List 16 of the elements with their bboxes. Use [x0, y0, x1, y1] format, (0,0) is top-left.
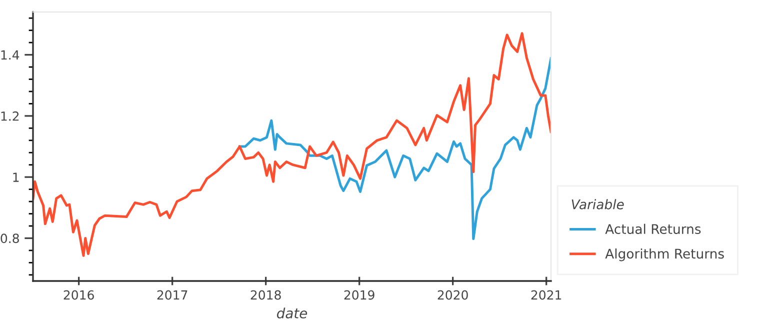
line-series: [33, 32, 551, 257]
line-series: [238, 57, 551, 240]
x-tick-label: 2016: [64, 290, 94, 300]
y-tick-label: 1.4: [1, 50, 20, 60]
legend-label: Algorithm Returns: [605, 248, 724, 262]
x-tick-label: 2018: [250, 290, 281, 300]
y-tick-label: 1: [13, 172, 19, 182]
legend-title: Variable: [572, 199, 624, 210]
x-tick-label: 2021: [531, 290, 562, 300]
legend-label: Actual Returns: [605, 224, 701, 234]
y-tick-label: 0.8: [0, 234, 19, 244]
y-tick-label: 1.2: [1, 111, 19, 121]
x-axis-title: date: [276, 308, 308, 318]
x-tick-label: 2019: [344, 290, 374, 300]
x-tick-label: 2020: [438, 290, 468, 300]
x-tick-label: 2017: [157, 290, 188, 300]
